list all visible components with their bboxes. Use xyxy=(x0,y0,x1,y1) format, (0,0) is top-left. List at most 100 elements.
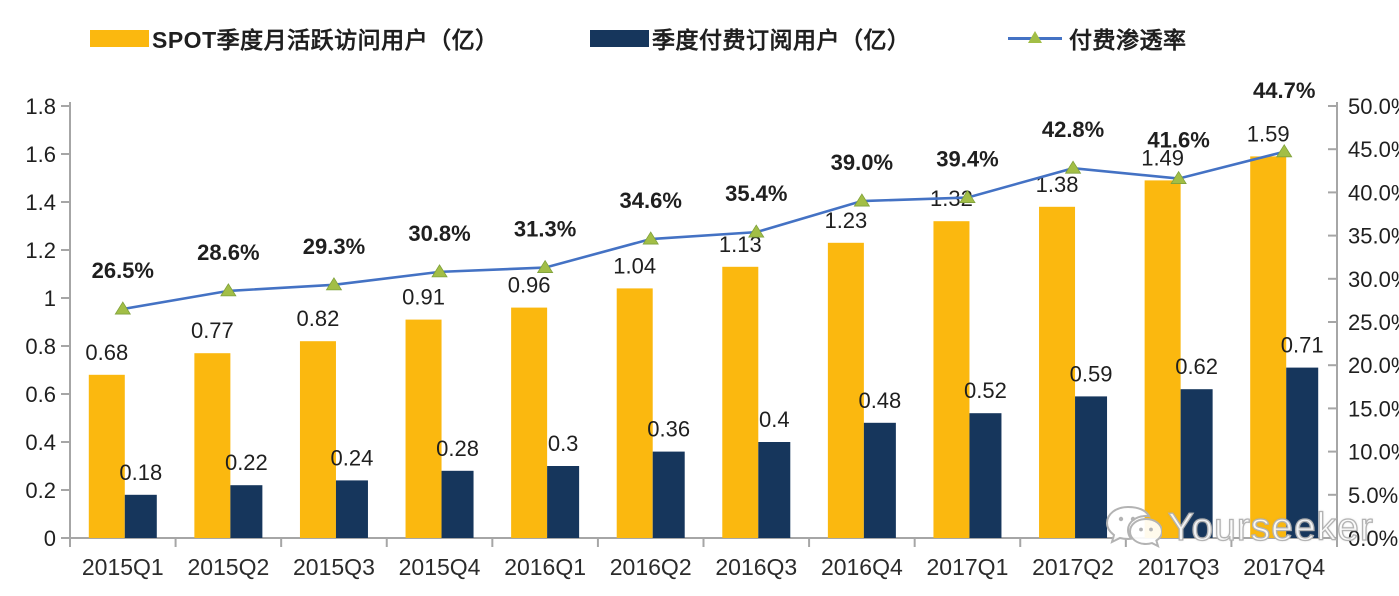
mau-bar-2015Q1 xyxy=(88,374,125,538)
subscribers-value-label-2016Q2: 0.36 xyxy=(647,417,690,442)
subscribers-bar-2017Q3 xyxy=(1180,389,1213,538)
penetration-value-label-2016Q4: 39.0% xyxy=(831,150,893,175)
right-axis-tick-label: 0.0% xyxy=(1348,526,1398,551)
mau-value-label-2016Q1: 0.96 xyxy=(508,273,551,298)
mau-bar-2016Q2 xyxy=(616,288,653,538)
mau-value-label-2017Q4: 1.59 xyxy=(1247,121,1290,146)
subscribers-value-label-2015Q1: 0.18 xyxy=(119,460,162,485)
right-axis-tick-label: 25.0% xyxy=(1348,310,1399,335)
legend-item-penetration: 付费渗透率 xyxy=(1008,21,1187,55)
subscribers-legend-label: 季度付费订阅用户（亿） xyxy=(652,27,911,53)
mau-bar-2017Q3 xyxy=(1144,180,1181,538)
penetration-marker-2017Q2 xyxy=(1064,160,1082,174)
right-axis-tick-label: 30.0% xyxy=(1348,267,1399,292)
penetration-value-label-2016Q1: 31.3% xyxy=(514,217,576,242)
left-axis-tick-label: 0.4 xyxy=(25,430,56,455)
x-axis-label-2017Q3: 2017Q3 xyxy=(1138,554,1220,580)
penetration-marker-2016Q2 xyxy=(642,231,659,245)
x-axis-label-2017Q4: 2017Q4 xyxy=(1243,554,1325,580)
subscribers-bar-2015Q4 xyxy=(441,470,474,538)
subscribers-value-label-2017Q4: 0.71 xyxy=(1281,333,1324,358)
subscribers-bar-2017Q1 xyxy=(969,413,1002,538)
right-axis-tick-label: 5.0% xyxy=(1348,483,1398,508)
mau-bar-2016Q1 xyxy=(511,307,548,538)
right-axis-tick-label: 20.0% xyxy=(1348,353,1399,378)
mau-value-label-2016Q2: 1.04 xyxy=(613,253,656,278)
mau-value-label-2017Q3: 1.49 xyxy=(1141,145,1184,170)
penetration-marker-2016Q1 xyxy=(536,259,554,273)
subscribers-value-label-2016Q4: 0.48 xyxy=(858,388,901,413)
x-axis-label-2016Q4: 2016Q4 xyxy=(821,554,903,580)
penetration-marker-2015Q1 xyxy=(114,301,132,315)
subscribers-bar-2015Q2 xyxy=(230,485,263,538)
left-axis-tick-label: 1.4 xyxy=(25,190,56,215)
legend-item-subscribers: 季度付费订阅用户（亿） xyxy=(590,21,911,55)
mau-bar-2016Q4 xyxy=(827,242,864,539)
penetration-value-label-2015Q2: 28.6% xyxy=(197,240,259,265)
left-axis-tick-label: 0 xyxy=(44,526,56,551)
penetration-marker-2016Q3 xyxy=(748,224,765,238)
penetration-value-label-2015Q4: 30.8% xyxy=(408,221,470,246)
right-axis-tick-label: 40.0% xyxy=(1348,180,1399,205)
right-axis-tick-label: 10.0% xyxy=(1348,440,1399,465)
subscribers-bar-2016Q2 xyxy=(652,451,685,538)
subscribers-value-label-2015Q2: 0.22 xyxy=(225,450,268,475)
chart-legend: SPOT季度月活跃访问用户（亿） 季度付费订阅用户（亿） 付费渗透率 xyxy=(0,0,1399,56)
left-axis-tick-label: 0.2 xyxy=(25,478,56,503)
penetration-value-label-2017Q1: 39.4% xyxy=(936,147,998,172)
mau-value-label-2015Q4: 0.91 xyxy=(402,285,445,310)
subscribers-bar-2016Q1 xyxy=(547,466,580,538)
x-axis-label-2016Q2: 2016Q2 xyxy=(610,554,692,580)
penetration-marker-2017Q1 xyxy=(959,189,976,203)
x-axis-label-2016Q3: 2016Q3 xyxy=(715,554,797,580)
subscribers-value-label-2017Q2: 0.59 xyxy=(1070,361,1113,386)
penetration-value-label-2017Q4: 44.7% xyxy=(1253,78,1315,103)
mau-bar-2015Q4 xyxy=(405,319,442,538)
left-axis-tick-label: 0.6 xyxy=(25,382,56,407)
triangle-marker-icon xyxy=(1028,31,1042,43)
x-axis-label-2016Q1: 2016Q1 xyxy=(504,554,586,580)
subscribers-value-label-2016Q1: 0.3 xyxy=(548,431,579,456)
penetration-value-label-2017Q3: 41.6% xyxy=(1147,128,1209,153)
line-marker-icon xyxy=(1008,29,1062,47)
penetration-legend-label: 付费渗透率 xyxy=(1069,27,1187,53)
subscribers-value-label-2015Q4: 0.28 xyxy=(436,436,479,461)
mau-bar-2017Q2 xyxy=(1039,206,1076,539)
x-axis-label-2015Q1: 2015Q1 xyxy=(82,554,164,580)
left-axis-tick-label: 0.8 xyxy=(25,334,56,359)
penetration-marker-2016Q4 xyxy=(853,193,871,207)
right-axis-tick-label: 50.0% xyxy=(1348,94,1399,119)
subscribers-value-label-2017Q1: 0.52 xyxy=(964,378,1007,403)
mau-bar-2015Q3 xyxy=(299,341,336,538)
x-axis-label-2015Q3: 2015Q3 xyxy=(293,554,375,580)
mau-bar-2016Q3 xyxy=(722,266,759,538)
right-axis-tick-label: 35.0% xyxy=(1348,224,1399,249)
subscribers-bar-2017Q4 xyxy=(1286,367,1319,538)
x-axis-label-2017Q1: 2017Q1 xyxy=(927,554,1009,580)
penetration-marker-2017Q3 xyxy=(1170,170,1187,184)
mau-value-label-2015Q3: 0.82 xyxy=(297,306,340,331)
mau-legend-label: SPOT季度月活跃访问用户（亿） xyxy=(152,27,499,53)
mau-swatch-icon xyxy=(90,29,149,47)
x-axis-label-2015Q4: 2015Q4 xyxy=(399,554,481,580)
right-axis-tick-label: 15.0% xyxy=(1348,396,1399,421)
left-axis-tick-label: 1.8 xyxy=(25,94,56,119)
x-axis-label-2017Q2: 2017Q2 xyxy=(1032,554,1114,580)
penetration-line xyxy=(122,150,1285,311)
subscribers-swatch-icon xyxy=(590,29,649,47)
penetration-value-label-2016Q3: 35.4% xyxy=(725,181,787,206)
right-axis-tick-label: 45.0% xyxy=(1348,137,1399,162)
x-axis-label-2015Q2: 2015Q2 xyxy=(187,554,269,580)
left-axis-tick-label: 1.6 xyxy=(25,142,56,167)
legend-item-mau: SPOT季度月活跃访问用户（亿） xyxy=(90,21,499,55)
mau-value-label-2016Q4: 1.23 xyxy=(824,208,867,233)
subscribers-bar-2017Q2 xyxy=(1075,396,1108,538)
penetration-marker-2015Q4 xyxy=(431,264,448,278)
penetration-value-label-2016Q2: 34.6% xyxy=(620,188,682,213)
left-axis-tick-label: 1 xyxy=(44,286,56,311)
mau-bar-2017Q1 xyxy=(933,221,970,538)
mau-bar-2017Q4 xyxy=(1250,156,1287,538)
